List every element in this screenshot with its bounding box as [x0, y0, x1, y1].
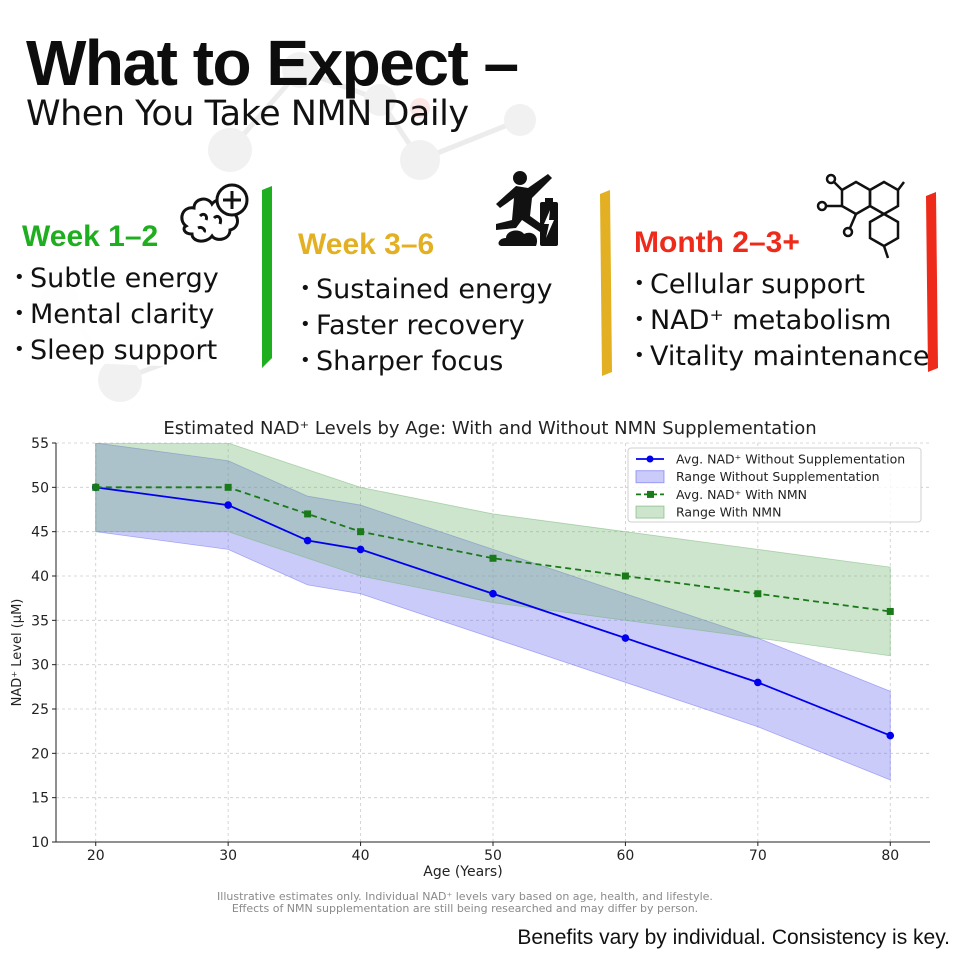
data-point-square — [224, 483, 232, 491]
list-item: NAD⁺ metabolism — [634, 302, 930, 338]
data-point-circle — [621, 634, 630, 642]
card-heading: Week 1–2 — [22, 220, 159, 253]
card-heading: Week 3–6 — [298, 228, 435, 261]
list-item: Faster recovery — [300, 307, 552, 343]
card-bullet-list: Subtle energy Mental clarity Sleep suppo… — [14, 260, 219, 368]
data-point-square — [92, 483, 100, 491]
x-tick-label: 30 — [219, 848, 237, 864]
data-point-circle — [489, 589, 497, 598]
plot-area — [91, 443, 895, 781]
legend-marker — [646, 455, 654, 463]
x-tick-label: 60 — [617, 848, 635, 864]
data-point-square — [489, 554, 497, 562]
legend-label: Range With NMN — [676, 505, 781, 520]
y-tick-label: 55 — [31, 436, 49, 452]
legend-label: Range Without Supplementation — [676, 469, 880, 484]
list-item: Mental clarity — [14, 296, 219, 332]
data-point-circle — [886, 731, 895, 740]
list-item: Vitality maintenance — [634, 338, 930, 374]
list-item: Cellular support — [634, 266, 930, 302]
x-tick-label: 80 — [881, 848, 899, 864]
disclaimer: Illustrative estimates only. Individual … — [0, 891, 930, 915]
jumping-person-battery-icon — [496, 171, 558, 246]
disclaimer-line-2: Effects of NMN supplementation are still… — [231, 902, 699, 915]
legend-marker — [647, 490, 654, 498]
y-tick-label: 30 — [31, 658, 49, 674]
y-tick-label: 15 — [31, 791, 49, 807]
list-item: Sustained energy — [300, 271, 552, 307]
list-item: Sharper focus — [300, 343, 552, 379]
y-tick-label: 50 — [31, 480, 49, 496]
legend-label: Avg. NAD⁺ Without Supplementation — [676, 452, 905, 467]
legend-box — [627, 447, 922, 523]
x-tick-label: 70 — [749, 848, 767, 864]
list-item: Sleep support — [14, 332, 219, 368]
range-band — [95, 443, 891, 657]
data-point-square — [304, 510, 312, 518]
x-tick-label: 20 — [87, 848, 105, 864]
legend-band-swatch — [635, 505, 665, 519]
molecule-structure-icon — [816, 173, 905, 259]
card-bullet-list: Cellular support NAD⁺ metabolism Vitalit… — [634, 266, 930, 374]
card-week-1-2: Week 1–2 Subtle energy Mental clarity Sl… — [0, 160, 280, 375]
range-band — [95, 443, 891, 781]
data-point-square — [621, 572, 629, 580]
series-line — [95, 486, 891, 613]
chart-legend: Avg. NAD⁺ Without Supplementation Range W… — [627, 447, 922, 523]
list-item: Subtle energy — [14, 260, 219, 296]
y-tick-label: 40 — [31, 569, 49, 585]
data-point-circle — [303, 536, 312, 545]
brain-plus-icon — [180, 183, 249, 243]
card-week-3-6: Week 3–6 Sustained energy Faster recover… — [282, 171, 618, 383]
x-tick-label: 50 — [484, 848, 502, 864]
legend-label: Avg. NAD⁺ With NMN — [676, 487, 807, 502]
card-month-2-3: Month 2–3+ Cellular support NAD⁺ metabol… — [620, 173, 950, 376]
data-point-square — [886, 607, 894, 615]
y-axis-label: NAD⁺ Level (µM) — [10, 599, 25, 707]
x-axis-label: Age (Years) — [423, 864, 502, 880]
data-point-circle — [224, 501, 232, 509]
series-line — [95, 486, 891, 737]
disclaimer-line-1: Illustrative estimates only. Individual … — [217, 890, 713, 903]
chart-title: Estimated NAD⁺ Levels by Age: With and W… — [163, 418, 817, 439]
y-tick-label: 45 — [31, 525, 49, 541]
card-heading: Month 2–3+ — [634, 226, 800, 259]
page-subtitle: When You Take NMN Daily — [26, 94, 469, 134]
legend-band-swatch — [635, 470, 665, 484]
data-point-square — [754, 590, 762, 598]
x-tick-label: 40 — [352, 848, 370, 864]
y-tick-label: 10 — [31, 835, 49, 851]
y-tick-label: 20 — [31, 746, 49, 762]
data-point-square — [357, 528, 365, 536]
y-tick-label: 35 — [31, 613, 49, 629]
nad-levels-chart: 20 30 40 50 60 70 80 10 15 20 25 30 35 40 45 50 55 Age (Y… — [10, 436, 930, 880]
data-point-circle — [754, 678, 762, 687]
page-title: What to Expect – — [26, 27, 519, 99]
footer-note: Benefits vary by individual. Consistency… — [517, 926, 950, 949]
card-bullet-list: Sustained energy Faster recovery Sharper… — [300, 271, 552, 379]
y-tick-label: 25 — [31, 702, 49, 718]
data-point-circle — [356, 545, 365, 554]
